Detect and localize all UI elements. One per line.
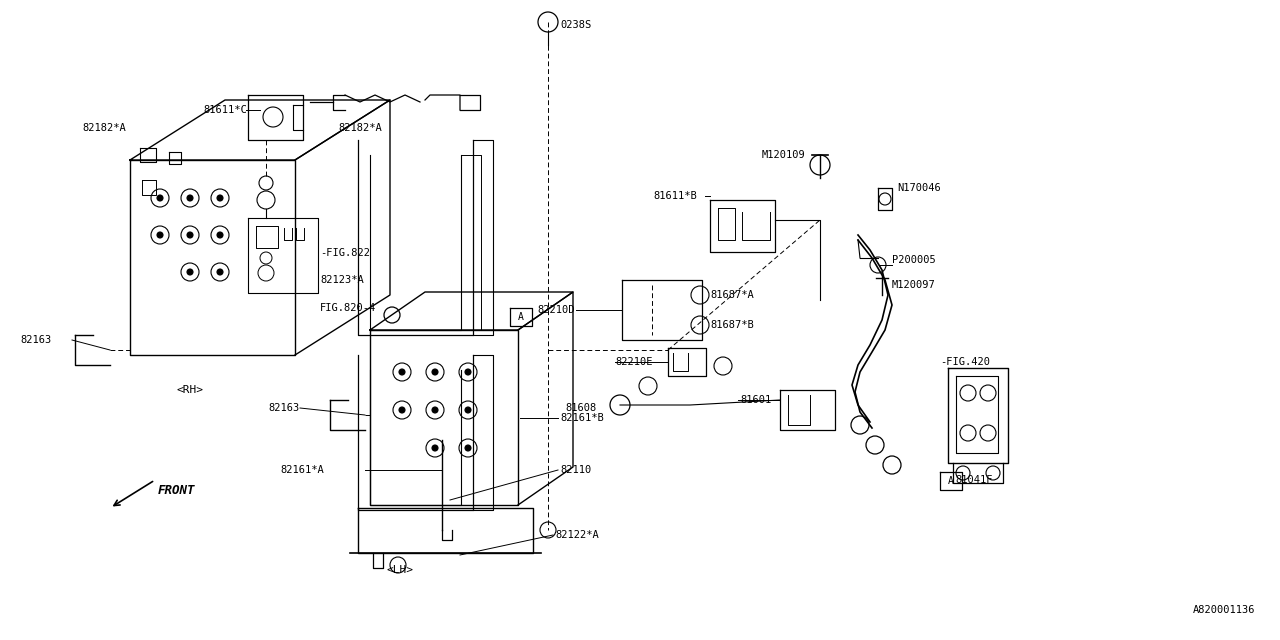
Circle shape [218, 195, 223, 201]
Text: 82161*B: 82161*B [561, 413, 604, 423]
Text: FIG.820-4: FIG.820-4 [320, 303, 376, 313]
Circle shape [399, 407, 404, 413]
Circle shape [465, 407, 471, 413]
Text: 82123*A: 82123*A [320, 275, 364, 285]
Text: M120097: M120097 [892, 280, 936, 290]
Text: 81608: 81608 [564, 403, 596, 413]
Text: 82210D: 82210D [538, 305, 575, 315]
Text: 0238S: 0238S [561, 20, 591, 30]
Text: M120109: M120109 [762, 150, 805, 160]
Circle shape [433, 445, 438, 451]
Circle shape [399, 369, 404, 375]
Text: -FIG.822: -FIG.822 [320, 248, 370, 258]
Text: 82122*A: 82122*A [556, 530, 599, 540]
Text: 82110: 82110 [561, 465, 591, 475]
Text: 82182*A: 82182*A [82, 123, 125, 133]
Circle shape [433, 407, 438, 413]
Circle shape [465, 445, 471, 451]
Text: 81687*A: 81687*A [710, 290, 754, 300]
Text: 82161*A: 82161*A [280, 465, 324, 475]
Text: FRONT: FRONT [157, 483, 196, 497]
Circle shape [187, 269, 193, 275]
Text: 82163: 82163 [20, 335, 51, 345]
Circle shape [465, 369, 471, 375]
Text: -FIG.420: -FIG.420 [940, 357, 989, 367]
Text: 81611*B: 81611*B [653, 191, 696, 201]
Text: <RH>: <RH> [177, 385, 204, 395]
Text: A820001136: A820001136 [1193, 605, 1254, 615]
Text: 81601: 81601 [740, 395, 772, 405]
Text: P200005: P200005 [892, 255, 936, 265]
Circle shape [157, 232, 163, 238]
Text: 81611*C: 81611*C [204, 105, 247, 115]
Text: A: A [518, 312, 524, 322]
Text: 81041F: 81041F [955, 475, 992, 485]
Text: 82163: 82163 [268, 403, 300, 413]
Text: 82182*A: 82182*A [338, 123, 381, 133]
Circle shape [187, 232, 193, 238]
Circle shape [157, 195, 163, 201]
Circle shape [187, 195, 193, 201]
Circle shape [218, 269, 223, 275]
Text: 82210E: 82210E [614, 357, 653, 367]
Text: 81687*B: 81687*B [710, 320, 754, 330]
Text: <LH>: <LH> [387, 565, 413, 575]
Text: A: A [948, 476, 954, 486]
Text: N170046: N170046 [897, 183, 941, 193]
Circle shape [218, 232, 223, 238]
Circle shape [433, 369, 438, 375]
